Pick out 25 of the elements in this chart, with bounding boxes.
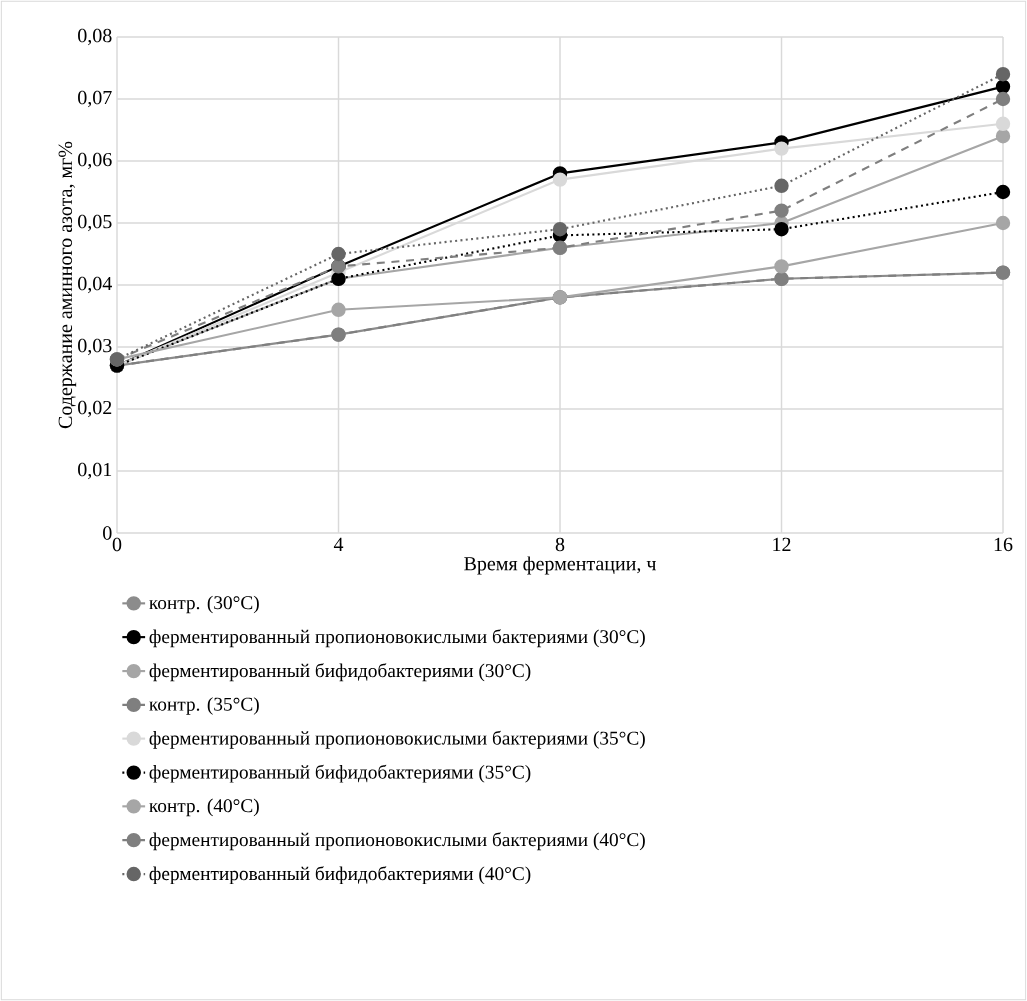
x-tick-label: 12 <box>773 537 791 551</box>
x-axis-title: Время ферментации, ч <box>464 556 656 575</box>
legend-label: контр. (40°C) <box>149 798 259 817</box>
legend-label: ферментированный бифидобактериями (30°C) <box>149 663 531 682</box>
y-tick-label: 0,03 <box>78 338 112 356</box>
legend-label: ферментированный пропионовокислыми бактериями (35°C) <box>149 730 645 749</box>
legend-label: ферментированный пропионовокислыми бактериями (30°C) <box>149 629 645 648</box>
legend-label: ферментированный бифидобактериями (40°C) <box>149 866 531 885</box>
x-tick-label: 0 <box>112 537 122 552</box>
y-tick-label: 0,07 <box>78 90 112 108</box>
x-tick-label: 4 <box>333 537 344 551</box>
y-tick-label: 0,01 <box>78 462 112 480</box>
y-tick-label: 0,08 <box>78 28 112 46</box>
y-tick-label: 0,05 <box>78 214 112 232</box>
y-tick-label: 0,02 <box>78 400 112 418</box>
x-tick-label: 8 <box>555 537 565 552</box>
y-tick-label: 0,04 <box>78 276 112 294</box>
y-tick-label: 0,06 <box>78 152 112 170</box>
y-axis-title: Содержание аминного азота, мг% <box>58 141 77 429</box>
y-tick-label: 0 <box>103 526 112 540</box>
x-tick-label: 16 <box>994 537 1013 552</box>
legend-label: контр. (35°C) <box>149 697 259 715</box>
legend-label: ферментированный бифидобактериями (35°C) <box>149 764 531 783</box>
legend-label: ферментированный пропионовокислыми бактериями (40°C) <box>149 832 645 851</box>
legend-label: контр. (30°C) <box>149 595 259 614</box>
